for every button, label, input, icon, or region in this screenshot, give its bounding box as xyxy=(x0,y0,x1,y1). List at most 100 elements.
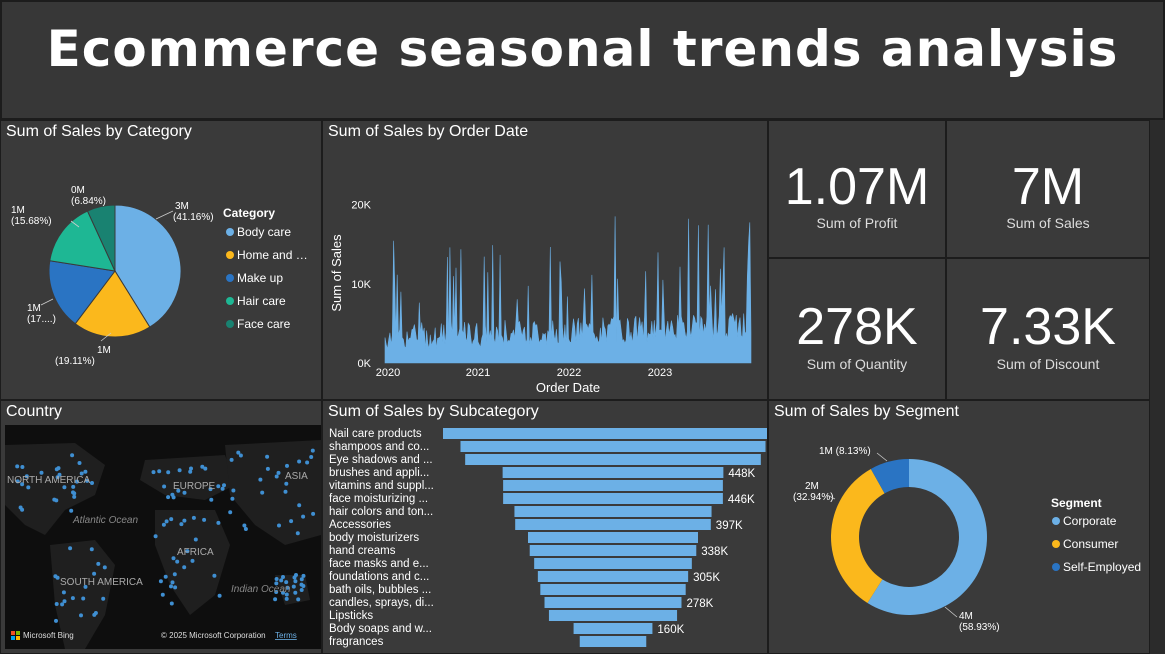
map-point[interactable] xyxy=(297,503,302,508)
map-point[interactable] xyxy=(53,574,58,579)
map-point[interactable] xyxy=(191,515,196,520)
map-terms-link[interactable]: Terms xyxy=(275,631,297,640)
country-map-panel[interactable]: Country NORTH AMERICA EUROPE ASIA AFRICA… xyxy=(0,400,322,654)
map-point[interactable] xyxy=(60,602,65,607)
map-point[interactable] xyxy=(208,487,213,492)
map-point[interactable] xyxy=(169,584,173,589)
map-point[interactable] xyxy=(284,592,289,597)
map-point[interactable] xyxy=(175,559,180,564)
map-point[interactable] xyxy=(158,579,163,584)
category-pie-chart[interactable]: 3M(41.16%)1M(19.11%)1M(17....)1M(15.68%)… xyxy=(1,141,321,400)
map-point[interactable] xyxy=(258,477,263,482)
map-point[interactable] xyxy=(284,580,289,585)
map-point[interactable] xyxy=(220,486,225,491)
map-point[interactable] xyxy=(62,485,67,490)
map-point[interactable] xyxy=(39,470,44,475)
map-point[interactable] xyxy=(96,561,101,566)
map-point[interactable] xyxy=(285,585,290,590)
map-point[interactable] xyxy=(279,578,284,583)
pie-slice-2[interactable] xyxy=(48,260,116,325)
subcategory-bar-16[interactable] xyxy=(579,636,647,647)
world-map[interactable]: NORTH AMERICA EUROPE ASIA AFRICA SOUTH A… xyxy=(5,425,321,649)
map-point[interactable] xyxy=(162,484,167,489)
subcategory-bar-10[interactable] xyxy=(534,558,692,569)
map-point[interactable] xyxy=(71,490,75,495)
map-point[interactable] xyxy=(305,460,310,465)
map-point[interactable] xyxy=(260,490,265,495)
map-point[interactable] xyxy=(230,496,235,501)
pie-slice-0[interactable] xyxy=(114,204,182,328)
order-date-chart[interactable]: 0K 10K 20K 2020 2021 2022 2023 Order Date Sum of… xyxy=(323,141,767,400)
map-point[interactable] xyxy=(85,478,90,483)
map-point[interactable] xyxy=(310,448,315,453)
map-point[interactable] xyxy=(182,565,187,570)
map-point[interactable] xyxy=(75,479,79,484)
subcategory-bar-15[interactable] xyxy=(573,623,653,634)
map-point[interactable] xyxy=(281,575,285,579)
map-point[interactable] xyxy=(209,497,214,502)
map-point[interactable] xyxy=(182,518,187,523)
map-point[interactable] xyxy=(193,537,198,542)
map-point[interactable] xyxy=(163,574,168,579)
subcategory-bar-6[interactable] xyxy=(514,506,712,517)
map-point[interactable] xyxy=(311,511,316,516)
donut-slice-1[interactable] xyxy=(831,468,885,604)
map-point[interactable] xyxy=(69,508,74,513)
map-point[interactable] xyxy=(92,571,97,576)
map-point[interactable] xyxy=(177,468,182,473)
map-point[interactable] xyxy=(301,573,306,578)
map-point[interactable] xyxy=(20,482,25,487)
map-point[interactable] xyxy=(285,463,289,468)
map-point[interactable] xyxy=(15,479,20,484)
map-point[interactable] xyxy=(189,466,193,471)
map-point[interactable] xyxy=(161,522,166,527)
map-point[interactable] xyxy=(170,580,175,585)
map-point[interactable] xyxy=(164,519,169,524)
segment-donut-chart[interactable]: 4M(58.93%) 2M(32.94%) 1M (8.13%) Segment Cor… xyxy=(769,423,1149,654)
map-point[interactable] xyxy=(203,466,208,471)
map-point[interactable] xyxy=(83,584,88,589)
map-point[interactable] xyxy=(274,590,279,594)
map-point[interactable] xyxy=(212,573,217,578)
pie-slice-4[interactable] xyxy=(86,204,116,272)
pie-slice-1[interactable] xyxy=(74,270,151,338)
map-point[interactable] xyxy=(55,475,60,480)
map-point[interactable] xyxy=(72,494,77,499)
subcategory-bar-9[interactable] xyxy=(529,545,697,556)
map-point[interactable] xyxy=(79,471,84,476)
map-point[interactable] xyxy=(52,497,57,502)
map-point[interactable] xyxy=(309,455,314,459)
map-point[interactable] xyxy=(185,549,190,554)
map-point[interactable] xyxy=(169,517,174,522)
subcategory-bar-7[interactable] xyxy=(515,519,711,530)
subcategory-bar-14[interactable] xyxy=(548,610,678,621)
map-point[interactable] xyxy=(68,546,73,551)
map-point[interactable] xyxy=(242,523,247,528)
map-point[interactable] xyxy=(291,584,296,589)
map-point[interactable] xyxy=(277,523,281,528)
map-point[interactable] xyxy=(202,517,207,522)
map-point[interactable] xyxy=(173,585,178,590)
map-point[interactable] xyxy=(62,599,67,604)
map-point[interactable] xyxy=(283,489,288,494)
map-point[interactable] xyxy=(276,470,281,475)
map-point[interactable] xyxy=(102,565,107,570)
map-point[interactable] xyxy=(89,547,94,552)
map-point[interactable] xyxy=(243,527,248,531)
subcategory-bar-11[interactable] xyxy=(537,571,689,582)
map-point[interactable] xyxy=(301,514,306,519)
map-point[interactable] xyxy=(284,596,289,601)
map-point[interactable] xyxy=(216,484,221,489)
subcategory-bar-13[interactable] xyxy=(544,597,682,608)
segment-panel[interactable]: Sum of Sales by Segment 4M (58.93%) 2M (32.… xyxy=(768,400,1150,654)
map-point[interactable] xyxy=(166,495,171,500)
map-point[interactable] xyxy=(160,592,165,597)
donut-slice-0[interactable] xyxy=(867,459,987,615)
map-point[interactable] xyxy=(81,596,86,601)
map-point[interactable] xyxy=(172,572,177,577)
map-point[interactable] xyxy=(171,556,176,561)
map-point[interactable] xyxy=(238,453,243,458)
map-point[interactable] xyxy=(274,581,279,586)
map-point[interactable] xyxy=(188,469,193,474)
pie-slice-3[interactable] xyxy=(49,210,116,272)
